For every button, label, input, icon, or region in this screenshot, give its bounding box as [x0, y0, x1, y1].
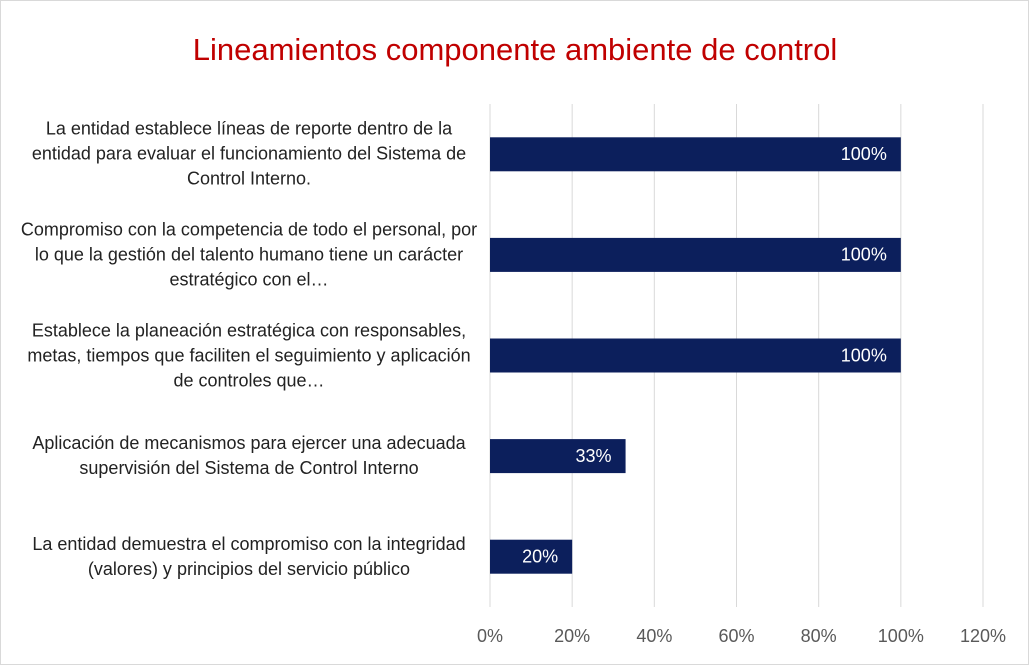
- bar: [490, 338, 901, 373]
- value-label: 100%: [841, 245, 887, 265]
- value-label: 20%: [522, 546, 558, 566]
- y-tick-label: Compromiso con la competencia de todo el…: [20, 219, 478, 290]
- x-tick-label: 40%: [636, 626, 672, 646]
- chart-title: Lineamientos componente ambiente de cont…: [193, 32, 838, 67]
- x-tick-label: 20%: [554, 626, 590, 646]
- value-label: 33%: [576, 446, 612, 466]
- value-label: 100%: [841, 144, 887, 164]
- x-tick-label: 0%: [477, 626, 503, 646]
- bar: [490, 439, 626, 474]
- x-tick-label: 100%: [878, 626, 924, 646]
- value-label: 100%: [841, 345, 887, 365]
- x-tick-label: 80%: [801, 626, 837, 646]
- bar: [490, 237, 901, 272]
- y-tick-label: La entidad demuestra el compromiso con l…: [32, 533, 466, 579]
- bar: [490, 539, 573, 574]
- bar: [490, 137, 901, 172]
- y-tick-label: Aplicación de mecanismos para ejercer un…: [32, 433, 466, 479]
- y-tick-label: La entidad establece líneas de reporte d…: [31, 118, 467, 189]
- x-tick-label: 60%: [718, 626, 754, 646]
- x-tick-label: 120%: [960, 626, 1006, 646]
- y-tick-label: Establece la planeación estratégica con …: [27, 320, 471, 390]
